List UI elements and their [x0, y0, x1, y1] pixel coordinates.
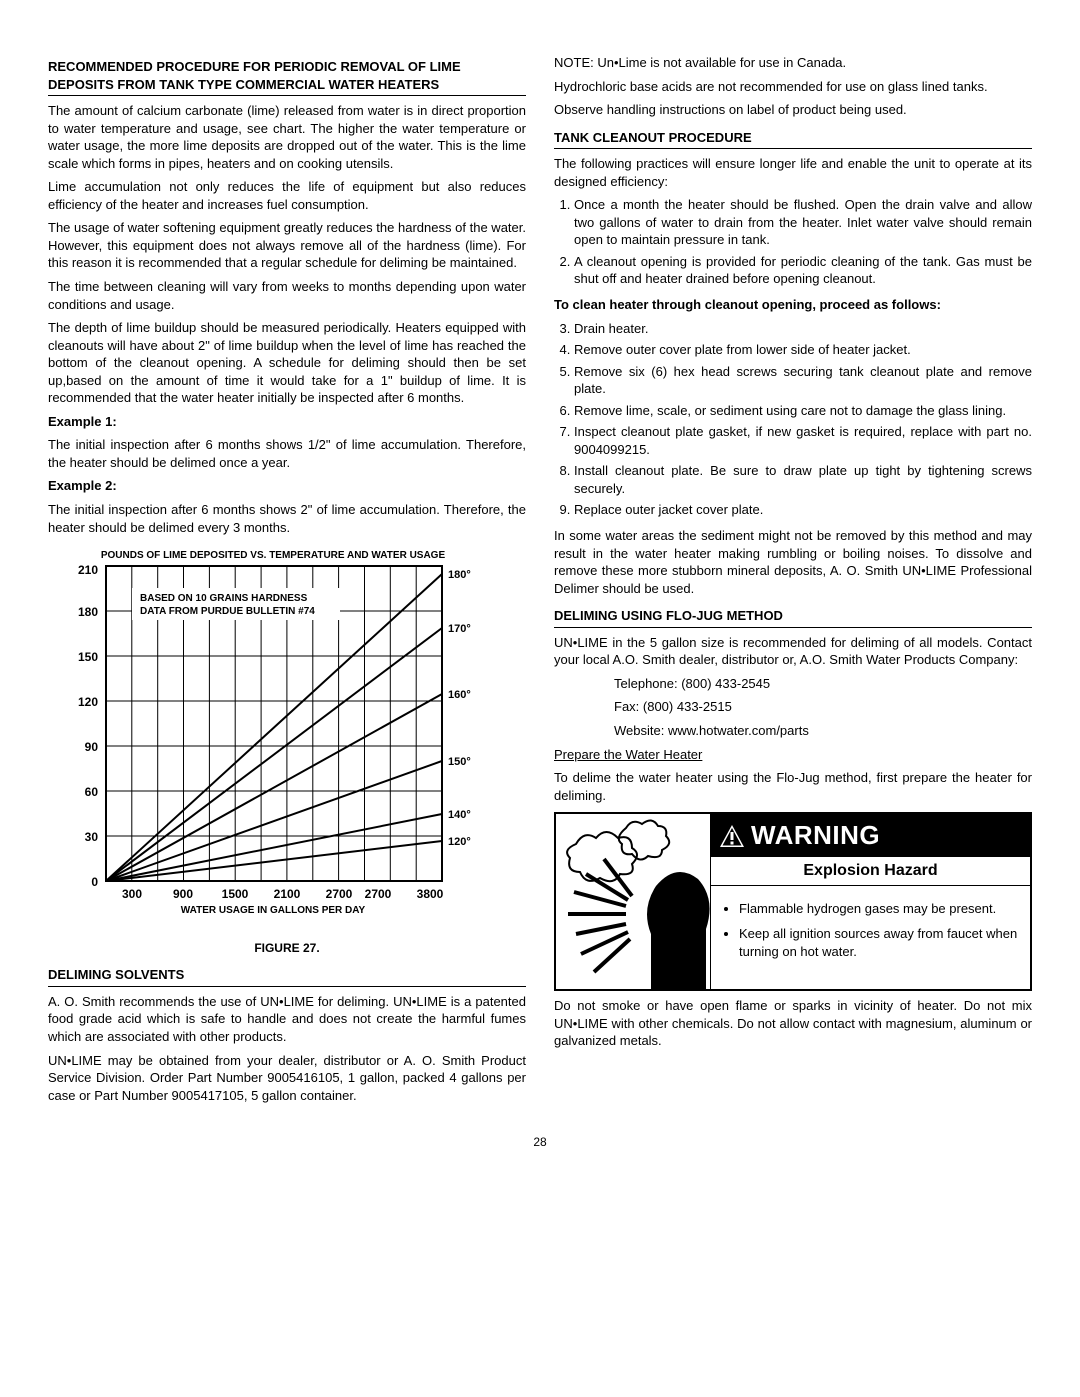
chart-lime-vs-temp: POUNDS OF LIME DEPOSITED VS. TEMPERATURE…: [48, 546, 526, 956]
para: A. O. Smith recommends the use of UN•LIM…: [48, 993, 526, 1046]
ytick: 60: [85, 785, 99, 799]
heading-solvents: DELIMING SOLVENTS: [48, 966, 526, 987]
chart-title: POUNDS OF LIME DEPOSITED VS. TEMPERATURE…: [101, 550, 446, 561]
chart-xlabel: WATER USAGE IN GALLONS PER DAY: [181, 905, 366, 916]
ytick: 90: [85, 740, 99, 754]
warning-bullet: Keep all ignition sources away from fauc…: [739, 925, 1020, 960]
xtick: 2100: [274, 887, 301, 901]
para: The initial inspection after 6 months sh…: [48, 501, 526, 536]
para: To delime the water heater using the Flo…: [554, 769, 1032, 804]
para: In some water areas the sediment might n…: [554, 527, 1032, 597]
xtick: 3800: [417, 887, 444, 901]
para: The depth of lime buildup should be meas…: [48, 319, 526, 407]
contact-telephone: Telephone: (800) 433-2545: [614, 675, 1032, 693]
list-item: Replace outer jacket cover plate.: [574, 501, 1032, 519]
para: The initial inspection after 6 months sh…: [48, 436, 526, 471]
para: UN•LIME in the 5 gallon size is recommen…: [554, 634, 1032, 669]
para: The amount of calcium carbonate (lime) r…: [48, 102, 526, 172]
cleanout-subhead: To clean heater through cleanout opening…: [554, 296, 1032, 314]
warning-subhead: Explosion Hazard: [711, 857, 1030, 886]
para: The time between cleaning will vary from…: [48, 278, 526, 313]
warning-header: WARNING: [711, 814, 1030, 857]
xtick: 300: [122, 887, 142, 901]
ytick: 30: [85, 830, 99, 844]
para: Hydrochloric base acids are not recommen…: [554, 78, 1032, 96]
warning-head-text: WARNING: [751, 818, 880, 853]
para: Observe handling instructions on label o…: [554, 101, 1032, 119]
list-item: Remove outer cover plate from lower side…: [574, 341, 1032, 359]
prepare-heading: Prepare the Water Heater: [554, 747, 702, 762]
example-2-heading: Example 2:: [48, 477, 526, 495]
ytick: 180: [78, 605, 98, 619]
warning-triangle-icon: [719, 824, 745, 848]
ytick: 210: [78, 563, 98, 577]
heading-procedure: RECOMMENDED PROCEDURE FOR PERIODIC REMOV…: [48, 58, 526, 96]
list-item: Remove lime, scale, or sediment using ca…: [574, 402, 1032, 420]
para: The usage of water softening equipment g…: [48, 219, 526, 272]
contact-website: Website: www.hotwater.com/parts: [614, 722, 1032, 740]
warning-bullet: Flammable hydrogen gases may be present.: [739, 900, 1020, 918]
cleanout-list-2: Drain heater. Remove outer cover plate f…: [554, 320, 1032, 519]
heading-cleanout: TANK CLEANOUT PROCEDURE: [554, 129, 1032, 150]
list-item: A cleanout opening is provided for perio…: [574, 253, 1032, 288]
list-item: Once a month the heater should be flushe…: [574, 196, 1032, 249]
list-item: Remove six (6) hex head screws securing …: [574, 363, 1032, 398]
heading-flojug: DELIMING USING FLO-JUG METHOD: [554, 607, 1032, 628]
cleanout-list-1: Once a month the heater should be flushe…: [554, 196, 1032, 288]
two-column-layout: RECOMMENDED PROCEDURE FOR PERIODIC REMOV…: [48, 48, 1032, 1110]
warning-body: Flammable hydrogen gases may be present.…: [711, 886, 1030, 979]
para: Do not smoke or have open flame or spark…: [554, 997, 1032, 1050]
example-1-heading: Example 1:: [48, 413, 526, 431]
para: NOTE: Un•Lime is not available for use i…: [554, 54, 1032, 72]
chart-note-2: DATA FROM PURDUE BULLETIN #74: [140, 606, 315, 617]
figure-caption: FIGURE 27.: [48, 940, 526, 956]
chart-svg: POUNDS OF LIME DEPOSITED VS. TEMPERATURE…: [48, 546, 478, 936]
line-label: 170°: [448, 623, 471, 635]
right-column: NOTE: Un•Lime is not available for use i…: [554, 48, 1032, 1110]
line-label: 160°: [448, 689, 471, 701]
chart-note-1: BASED ON 10 GRAINS HARDNESS: [140, 593, 308, 604]
ytick: 120: [78, 695, 98, 709]
xtick: 2700: [326, 887, 353, 901]
list-item: Install cleanout plate. Be sure to draw …: [574, 462, 1032, 497]
left-column: RECOMMENDED PROCEDURE FOR PERIODIC REMOV…: [48, 48, 526, 1110]
xtick: 2700: [365, 887, 392, 901]
line-label: 180°: [448, 569, 471, 581]
para: The following practices will ensure long…: [554, 155, 1032, 190]
contact-fax: Fax: (800) 433-2515: [614, 698, 1032, 716]
line-label: 140°: [448, 809, 471, 821]
line-label: 120°: [448, 836, 471, 848]
warning-right: WARNING Explosion Hazard Flammable hydro…: [711, 814, 1030, 989]
list-item: Drain heater.: [574, 320, 1032, 338]
list-item: Inspect cleanout plate gasket, if new ga…: [574, 423, 1032, 458]
line-label: 150°: [448, 756, 471, 768]
xtick: 900: [173, 887, 193, 901]
ytick: 150: [78, 650, 98, 664]
page-number: 28: [48, 1134, 1032, 1150]
ytick: 0: [91, 875, 98, 889]
para: Lime accumulation not only reduces the l…: [48, 178, 526, 213]
warning-box: WARNING Explosion Hazard Flammable hydro…: [554, 812, 1032, 991]
xtick: 1500: [222, 887, 249, 901]
warning-illustration: [556, 814, 711, 989]
para: UN•LIME may be obtained from your dealer…: [48, 1052, 526, 1105]
